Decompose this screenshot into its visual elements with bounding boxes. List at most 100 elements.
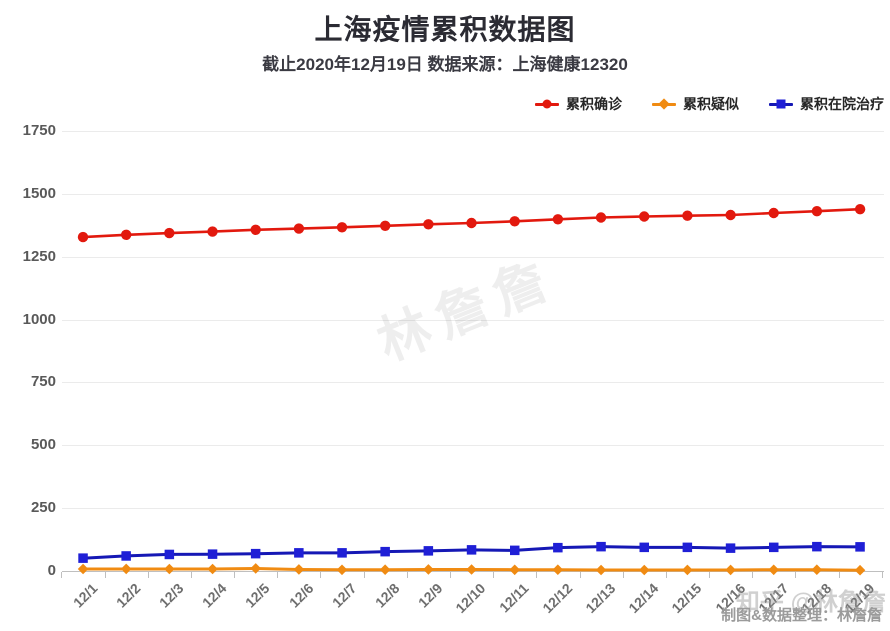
data-point-square <box>812 541 822 552</box>
legend-item: 累积疑似 <box>652 94 739 114</box>
data-point-diamond <box>854 564 866 576</box>
data-point-circle <box>725 209 736 221</box>
data-point-square <box>553 542 563 553</box>
y-axis-tick-label: 1000 <box>22 310 56 328</box>
x-axis-tick <box>838 572 840 578</box>
legend-label: 累积疑似 <box>683 96 739 112</box>
x-axis-tick <box>579 572 581 578</box>
data-point-circle <box>77 231 89 243</box>
data-point-circle <box>207 226 218 237</box>
data-point-diamond <box>552 564 564 576</box>
data-point-diamond <box>293 564 305 575</box>
data-point-diamond <box>595 564 607 576</box>
gridline <box>62 193 884 195</box>
legend-label: 累积确诊 <box>566 96 622 112</box>
x-axis-tick <box>234 572 236 578</box>
gridline <box>62 256 884 258</box>
x-axis-tick <box>104 572 106 578</box>
x-axis-tick <box>493 572 495 578</box>
x-axis-tick <box>320 572 322 578</box>
data-point-circle <box>639 211 650 222</box>
gridline <box>62 131 884 132</box>
data-point-square <box>294 548 304 558</box>
data-point-diamond <box>509 564 521 576</box>
legend-line <box>535 99 559 109</box>
x-axis-tick <box>752 572 754 578</box>
x-axis-tick <box>795 572 797 578</box>
y-axis-tick-label: 250 <box>30 499 56 517</box>
x-axis-tick <box>190 572 192 578</box>
data-point-circle <box>250 224 261 235</box>
x-axis-tick <box>277 572 279 578</box>
data-point-square <box>207 549 218 559</box>
gridline <box>62 508 884 510</box>
y-axis-tick-label: 0 <box>47 562 56 579</box>
data-point-circle <box>854 204 866 215</box>
x-axis-tick <box>665 572 667 578</box>
y-axis-tick-label: 750 <box>30 373 56 391</box>
data-point-circle <box>380 220 391 231</box>
data-point-square <box>682 542 693 553</box>
legend-item: 累积确诊 <box>535 94 622 114</box>
data-point-square <box>596 541 606 552</box>
data-point-square <box>121 551 131 561</box>
data-point-diamond <box>164 563 175 575</box>
credit-text: 制图&数据整理：林詹詹 <box>721 607 882 624</box>
legend-line <box>652 98 676 110</box>
data-point-circle <box>423 219 434 230</box>
data-point-circle <box>121 229 132 240</box>
data-point-square <box>769 542 779 553</box>
data-point-square <box>855 542 865 552</box>
data-point-diamond <box>638 564 650 576</box>
data-point-circle <box>164 227 175 239</box>
data-point-diamond <box>379 564 391 576</box>
x-axis-tick <box>622 572 624 578</box>
data-point-diamond <box>466 564 477 575</box>
data-point-diamond <box>811 564 823 576</box>
chart-legend: 累积确诊 累积疑似 累积在院治疗 <box>535 94 884 114</box>
legend-line <box>769 99 793 109</box>
data-point-square <box>725 543 736 553</box>
x-axis-tick <box>449 572 451 578</box>
y-axis-tick-label: 500 <box>30 436 56 454</box>
data-point-diamond <box>336 564 348 576</box>
data-point-square <box>466 545 477 555</box>
data-point-circle <box>509 216 520 227</box>
x-axis-tick <box>536 572 538 578</box>
data-point-diamond <box>725 564 736 576</box>
data-point-diamond <box>768 564 780 576</box>
data-point-diamond <box>250 563 262 574</box>
data-point-diamond <box>77 563 89 575</box>
x-axis-tick <box>363 572 365 578</box>
data-point-circle <box>682 210 693 221</box>
gridline <box>62 445 884 447</box>
data-point-diamond <box>120 563 132 575</box>
x-axis-tick <box>147 572 149 578</box>
circle-marker-icon <box>542 99 552 109</box>
data-point-square <box>337 548 347 558</box>
data-point-square <box>164 549 175 560</box>
data-point-square <box>510 545 520 556</box>
data-point-circle <box>466 217 477 229</box>
data-point-circle <box>293 223 305 234</box>
data-point-square <box>639 542 649 553</box>
data-point-circle <box>552 214 564 225</box>
data-point-diamond <box>682 564 693 576</box>
y-axis-tick-label: 1750 <box>22 122 56 139</box>
x-axis-tick <box>709 572 710 578</box>
x-axis-tick <box>406 572 408 578</box>
data-point-square <box>250 548 261 559</box>
data-point-circle <box>768 207 779 219</box>
zhihu-watermark: 知乎 @林詹詹 <box>735 589 886 616</box>
data-point-diamond <box>423 564 434 575</box>
legend-item: 累积在院治疗 <box>769 94 884 114</box>
data-point-square <box>380 546 390 557</box>
square-marker-icon <box>776 99 786 109</box>
chart-subtitle: 截止2020年12月19日 数据来源：上海健康12320 <box>262 55 628 74</box>
data-point-circle <box>595 212 607 223</box>
y-axis-tick-label: 1500 <box>22 184 56 202</box>
chart-title: 上海疫情累积数据图 <box>314 14 576 45</box>
legend-label: 累积在院治疗 <box>800 96 884 112</box>
